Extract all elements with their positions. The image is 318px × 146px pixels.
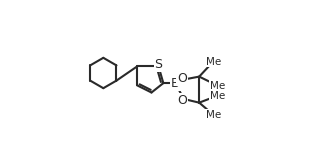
Text: Me: Me [206,57,221,67]
Text: Me: Me [206,110,221,120]
Text: O: O [177,72,187,85]
Text: B: B [171,77,179,90]
Text: O: O [177,94,187,107]
Text: S: S [155,58,162,71]
Text: Me: Me [210,91,225,101]
Text: Me: Me [210,81,225,91]
